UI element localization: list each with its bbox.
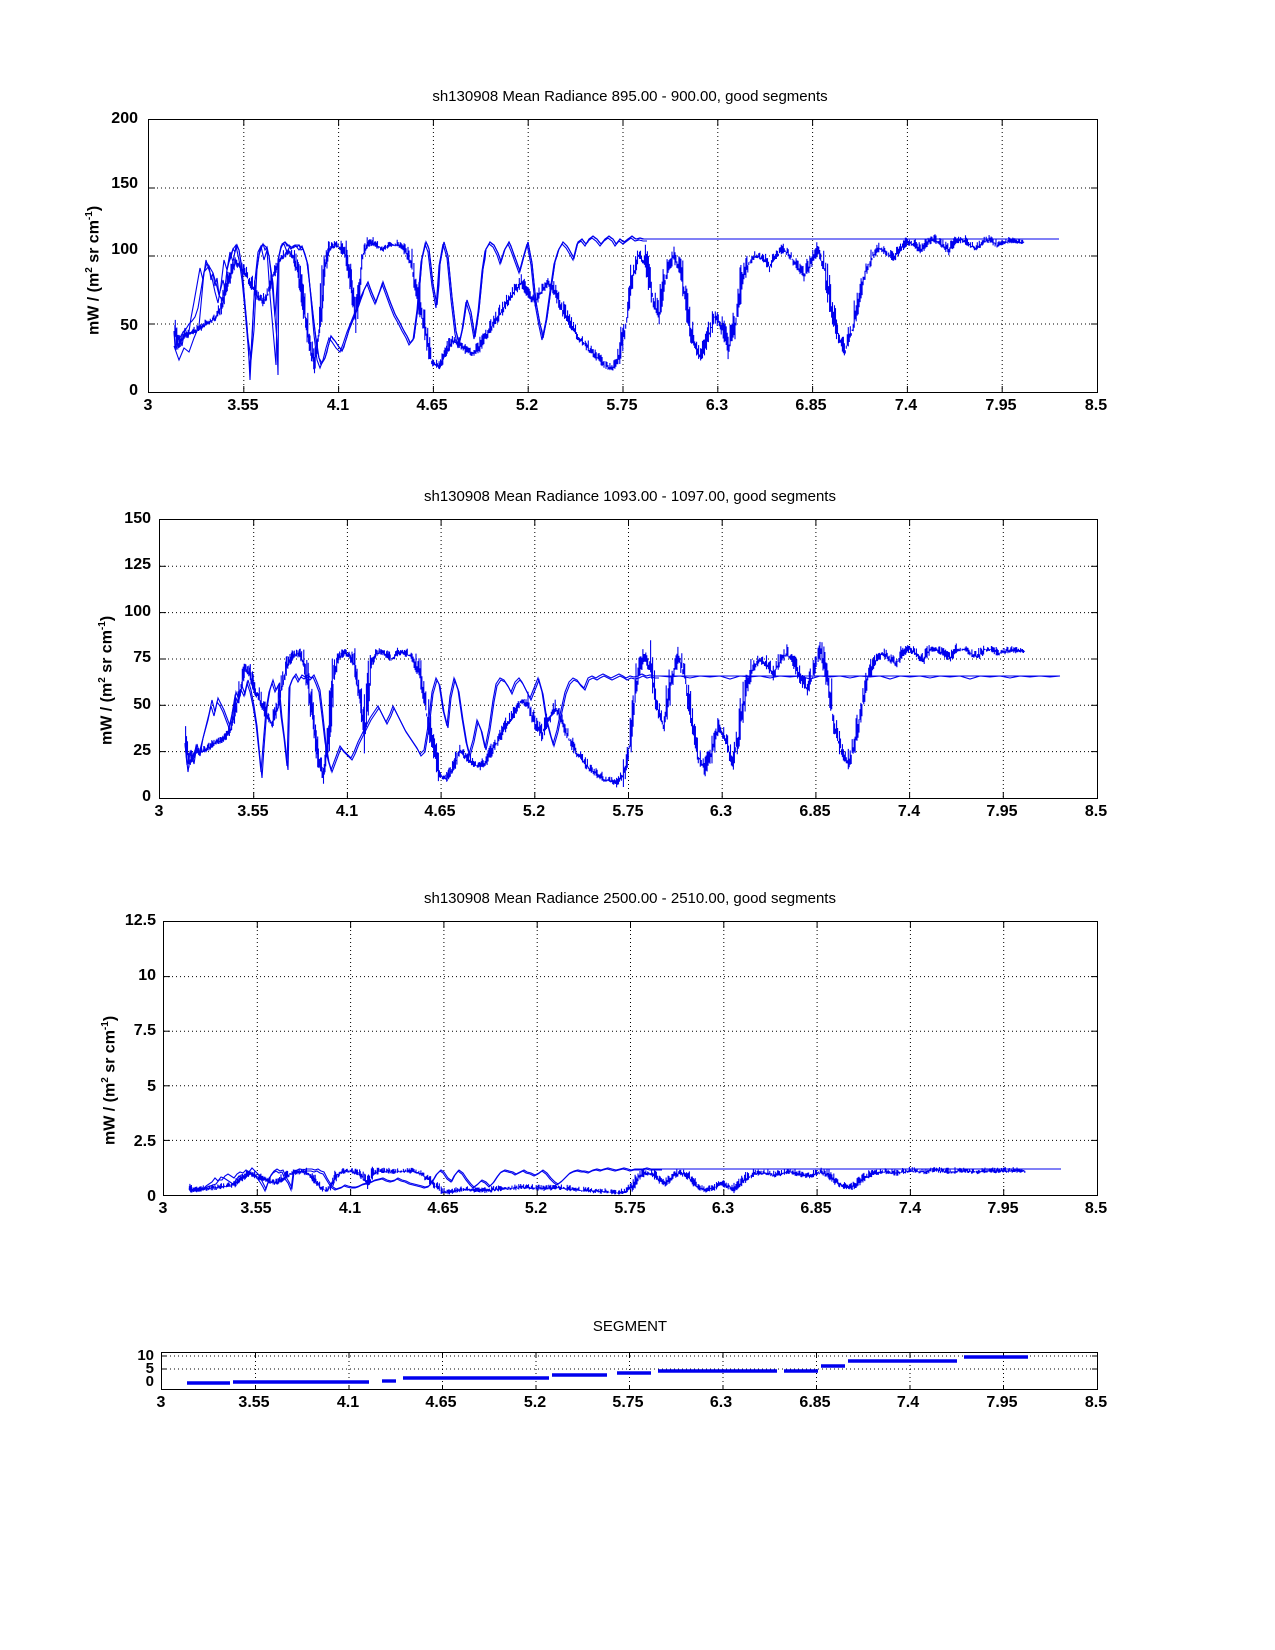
panel-4-xtick-8: 7.4 — [896, 1394, 920, 1411]
panel-4-xtick-3: 4.65 — [425, 1394, 457, 1411]
panel-2-xtick-1: 3.55 — [237, 803, 269, 820]
panel-4-ytick-5: 5 — [145, 1360, 154, 1377]
panel-3-ticks — [164, 922, 1097, 1195]
panel-3-ytick-12p5: 12.5 — [124, 912, 156, 929]
panel-2-xtick-6: 6.3 — [709, 803, 733, 820]
panel-4-ticks — [162, 1353, 1097, 1389]
panel-4-ytick-0: 0 — [145, 1373, 154, 1390]
panel-1-y-axis-label: mW / (m2 sr cm-1) — [84, 205, 103, 335]
panel-3-plot-area — [163, 921, 1098, 1196]
panel-4-svg — [162, 1353, 1097, 1389]
panel-2-ytick-150: 150 — [124, 510, 151, 527]
panel-3-ytick-5: 5 — [147, 1078, 156, 1095]
panel-3-gridlines — [164, 922, 1097, 1195]
panel-1-xtick-5: 5.75 — [606, 397, 638, 414]
panel-2-xtick-5: 5.75 — [612, 803, 644, 820]
panel-1-xtick-6: 6.3 — [705, 397, 729, 414]
panel-1-ytick-100: 100 — [111, 241, 138, 258]
panel-2-y-axis-label: mW / (m2 sr cm-1) — [97, 615, 116, 745]
panel-3-xtick-4: 5.2 — [524, 1200, 548, 1217]
panel-1-xtick-1: 3.55 — [227, 397, 259, 414]
panel-1-series-noise — [174, 234, 1025, 374]
panel-2-ytick-125: 125 — [124, 556, 151, 573]
panel-4-ytick-10: 10 — [137, 1347, 154, 1364]
panel-3-ytick-2p5: 2.5 — [133, 1133, 156, 1150]
panel-1-segment-left — [173, 235, 648, 381]
panel-3-data-detail — [188, 1168, 662, 1193]
panel-2-ytick-25: 25 — [133, 742, 151, 759]
panel-2-xtick-7: 6.85 — [799, 803, 831, 820]
panel-2-title: sh130908 Mean Radiance 1093.00 - 1097.00… — [424, 488, 836, 505]
panel-3-xtick-5: 5.75 — [614, 1200, 646, 1217]
panel-2-segment-jitter — [659, 675, 1061, 680]
panel-2-series-noise — [185, 640, 1026, 788]
panel-2-data-detail — [184, 672, 659, 779]
panel-2-plot-area — [159, 519, 1098, 799]
panel-1-ytick-200: 200 — [111, 110, 138, 127]
panel-2-ticks — [160, 520, 1097, 798]
panel-1-xtick-0: 3 — [143, 397, 153, 414]
panel-3-xtick-1: 3.55 — [240, 1200, 272, 1217]
panel-4-xtick-5: 5.75 — [612, 1394, 644, 1411]
panel-1-xtick-2: 4.1 — [326, 397, 350, 414]
panel-4-xtick-1: 3.55 — [238, 1394, 270, 1411]
panel-1-xtick-10: 8.5 — [1084, 397, 1108, 414]
panel-3-ytick-0: 0 — [147, 1188, 156, 1205]
panel-4-xtick-2: 4.1 — [336, 1394, 360, 1411]
panel-2-ytick-100: 100 — [124, 603, 151, 620]
panel-2-ytick-75: 75 — [133, 649, 151, 666]
panel-1-ytick-50: 50 — [120, 317, 138, 334]
panel-3-xtick-8: 7.4 — [898, 1200, 922, 1217]
panel-2-xtick-2: 4.1 — [335, 803, 359, 820]
panel-2-xtick-10: 8.5 — [1084, 803, 1108, 820]
panel-1-ytick-0: 0 — [129, 382, 138, 399]
panel-1-xtick-7: 6.85 — [795, 397, 827, 414]
panel-4-xtick-4: 5.2 — [523, 1394, 547, 1411]
panel-3-series-noise — [188, 1166, 1026, 1195]
panel-1-xtick-4: 5.2 — [515, 397, 539, 414]
panel-2-xtick-8: 7.4 — [897, 803, 921, 820]
panel-4-xtick-0: 3 — [156, 1394, 166, 1411]
panel-2-xtick-9: 7.95 — [986, 803, 1018, 820]
panel-4-title: SEGMENT — [592, 1318, 668, 1335]
panel-1-svg — [149, 120, 1097, 392]
panel-4-xtick-10: 8.5 — [1084, 1394, 1108, 1411]
panel-1-data-series — [173, 235, 1059, 365]
panel-3-xtick-9: 7.95 — [987, 1200, 1019, 1217]
panel-4-xtick-9: 7.95 — [986, 1394, 1018, 1411]
panel-1-xtick-3: 4.65 — [416, 397, 448, 414]
panel-3-xtick-6: 6.3 — [711, 1200, 735, 1217]
panel-1-title: sh130908 Mean Radiance 895.00 - 900.00, … — [432, 88, 828, 105]
panel-3-svg — [164, 922, 1097, 1195]
panel-2-xtick-4: 5.2 — [522, 803, 546, 820]
panel-3-xtick-3: 4.65 — [427, 1200, 459, 1217]
panel-1-ytick-150: 150 — [111, 175, 138, 192]
panel-3-ytick-10: 10 — [138, 967, 156, 984]
panel-3-title: sh130908 Mean Radiance 2500.00 - 2510.00… — [424, 890, 836, 907]
panel-2-ytick-0: 0 — [142, 788, 151, 805]
panel-3-xtick-10: 8.5 — [1084, 1200, 1108, 1217]
panel-1-plot-area — [148, 119, 1098, 393]
panel-3-xtick-2: 4.1 — [338, 1200, 362, 1217]
panel-2-xtick-0: 3 — [154, 803, 164, 820]
panel-4-plot-area — [161, 1352, 1098, 1390]
panel-4-segment-steps — [187, 1355, 1028, 1385]
panel-1-ticks — [149, 120, 1097, 392]
panel-1-xtick-9: 7.95 — [985, 397, 1017, 414]
panel-3-xtick-0: 3 — [158, 1200, 168, 1217]
panel-4-xtick-6: 6.3 — [709, 1394, 733, 1411]
panel-3-ytick-7p5: 7.5 — [133, 1022, 156, 1039]
panel-4-xtick-7: 6.85 — [799, 1394, 831, 1411]
panel-2-svg — [160, 520, 1097, 798]
panel-2-xtick-3: 4.65 — [424, 803, 456, 820]
panel-2-ytick-50: 50 — [133, 696, 151, 713]
panel-3-xtick-7: 6.85 — [800, 1200, 832, 1217]
panel-1-xtick-8: 7.4 — [894, 397, 918, 414]
